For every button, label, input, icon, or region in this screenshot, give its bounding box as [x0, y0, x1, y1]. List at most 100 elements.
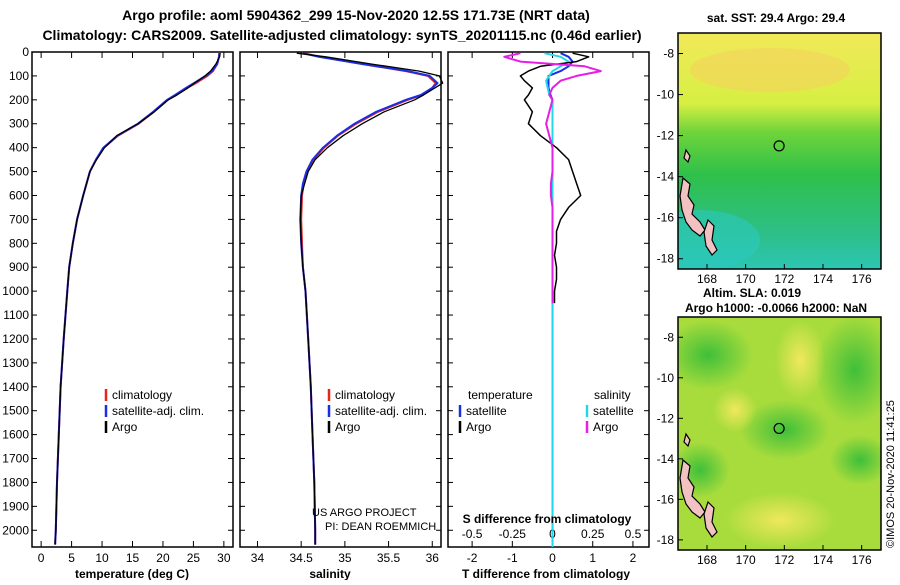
island-north — [683, 148, 691, 164]
difference-x-tick-label: 0 — [549, 551, 556, 565]
map-y-tick-label: -16 — [657, 211, 675, 225]
depth-tick-label: 1400 — [2, 380, 29, 394]
difference-x2-tick-label: -0.25 — [499, 527, 527, 541]
credit-project: US ARGO PROJECT — [312, 507, 417, 519]
depth-tick-label: 600 — [9, 188, 29, 202]
temperature-x-tick-label: 0 — [38, 551, 45, 565]
map-y-tick-label: -18 — [657, 533, 675, 547]
legend-t-satellite: satellite — [466, 404, 507, 418]
difference-x2label: S difference from climatology — [463, 512, 632, 526]
temperature-climatology-line — [54, 53, 220, 545]
legend-s-satellite: satellite — [593, 404, 634, 418]
map-y-tick-label: -16 — [657, 492, 675, 506]
depth-tick-label: 1500 — [2, 404, 29, 418]
depth-tick-label: 900 — [9, 260, 29, 274]
credit-pi: PI: DEAN ROEMMICH — [325, 521, 436, 533]
temperature-x-tick-label: 20 — [156, 551, 170, 565]
map-x-tick-label: 170 — [736, 272, 756, 286]
difference-legend: temperature salinity satellite Argo sate… — [458, 388, 634, 434]
depth-tick-label: 1600 — [2, 428, 29, 442]
sst-map-title: sat. SST: 29.4 Argo: 29.4 — [707, 11, 846, 25]
map-y-tick-label: -8 — [663, 47, 674, 61]
temperature-x-tick-label: 5 — [68, 551, 75, 565]
salinity-legend: climatology satellite-adj. clim. Argo US… — [312, 388, 436, 533]
depth-tick-label: 0 — [22, 45, 29, 59]
title-line-2: Climatology: CARS2009. Satellite-adjuste… — [42, 27, 641, 43]
salinity-x-tick-label: 34 — [251, 551, 265, 565]
salinity-xlabel: salinity — [309, 567, 351, 580]
sla-low-5 — [678, 442, 730, 498]
legend-t-argo: Argo — [466, 420, 492, 434]
title-line-1: Argo profile: aoml 5904362_299 15-Nov-20… — [122, 7, 590, 23]
sla-high-2 — [775, 320, 825, 400]
map-x-tick-label: 176 — [852, 553, 872, 567]
depth-tick-label: 500 — [9, 165, 29, 179]
map-y-tick-label: -14 — [657, 452, 675, 466]
temperature-argo-diff-line — [519, 52, 590, 304]
salinity-x-tick-label: 35.5 — [377, 551, 401, 565]
depth-tick-label: 1300 — [2, 356, 29, 370]
difference-x-tick-label: -2 — [467, 551, 478, 565]
sla-map: 168 170 172 174 176 -8 -10 -12 -14 -16 -18 — [657, 316, 882, 567]
temperature-legend: climatology satellite-adj. clim. Argo — [104, 388, 204, 434]
difference-x2-tick-label: 0.5 — [625, 527, 642, 541]
difference-xlabel: T difference from climatology — [462, 567, 630, 580]
map-x-tick-label: 170 — [736, 553, 756, 567]
map-y-tick-label: -14 — [657, 170, 675, 184]
depth-tick-label: 1000 — [2, 284, 29, 298]
salinity-x-tick-label: 36 — [426, 551, 440, 565]
depth-tick-label: 1700 — [2, 452, 29, 466]
depth-axis: 0 100 200 300 400 500 600 700 800 900 1000 1100 1200… — [2, 45, 649, 537]
salinity-x-tick-label: 34.5 — [289, 551, 313, 565]
temperature-argo-line — [54, 53, 221, 545]
sla-low-4 — [830, 435, 881, 485]
argo-position-marker — [773, 140, 785, 152]
difference-x2-tick-label: 0.25 — [581, 527, 605, 541]
sla-low-1 — [678, 320, 753, 390]
legend-salinity-heading: salinity — [594, 388, 631, 402]
difference-panel — [447, 51, 650, 548]
legend-argo: Argo — [335, 420, 361, 434]
depth-tick-label: 300 — [9, 117, 29, 131]
map-y-tick-label: -10 — [657, 88, 675, 102]
map-y-tick-label: -12 — [657, 411, 675, 425]
map-x-tick-label: 168 — [697, 272, 717, 286]
sst-map-frame — [677, 32, 882, 270]
sst-map: 168 170 172 174 176 -8 -10 -12 -14 -16 -18 — [657, 32, 882, 286]
legend-argo: Argo — [112, 420, 138, 434]
salinity-argo-line — [296, 52, 444, 545]
map-y-tick-label: -12 — [657, 129, 675, 143]
sla-high-3 — [713, 388, 757, 432]
sla-map-axes: 168 170 172 174 176 -8 -10 -12 -14 -16 -18 — [657, 330, 872, 567]
temperature-satellite-line — [54, 53, 221, 545]
temperature-x-tick-label: 10 — [95, 551, 109, 565]
salinity-climatology-line — [300, 52, 437, 545]
map-x-tick-label: 174 — [813, 272, 833, 286]
legend-climatology: climatology — [112, 388, 172, 402]
depth-tick-label: 1200 — [2, 332, 29, 346]
difference-x-tick-label: 2 — [630, 551, 637, 565]
depth-tick-label: 1900 — [2, 499, 29, 513]
temperature-x-tick-label: 15 — [126, 551, 140, 565]
legend-climatology: climatology — [335, 388, 395, 402]
temperature-plot: 0 5 10 15 20 25 30 — [38, 52, 231, 565]
legend-s-argo: Argo — [593, 420, 619, 434]
depth-tick-label: 400 — [9, 141, 29, 155]
legend-satellite: satellite-adj. clim. — [112, 404, 204, 418]
depth-tick-label: 700 — [9, 212, 29, 226]
island-small — [703, 218, 718, 256]
map-y-tick-label: -8 — [663, 330, 674, 344]
map-x-tick-label: 168 — [697, 553, 717, 567]
temperature-x-tick-label: 30 — [217, 551, 231, 565]
map-x-tick-label: 172 — [774, 272, 794, 286]
map-y-tick-label: -10 — [657, 371, 675, 385]
salinity-argo-diff-line — [503, 52, 602, 304]
difference-x-tick-label: 1 — [589, 551, 596, 565]
depth-tick-label: 1100 — [3, 308, 29, 322]
depth-tick-label: 100 — [9, 69, 29, 83]
map-x-tick-label: 172 — [774, 553, 794, 567]
argo-position-marker — [773, 422, 785, 435]
legend-satellite: satellite-adj. clim. — [335, 404, 427, 418]
